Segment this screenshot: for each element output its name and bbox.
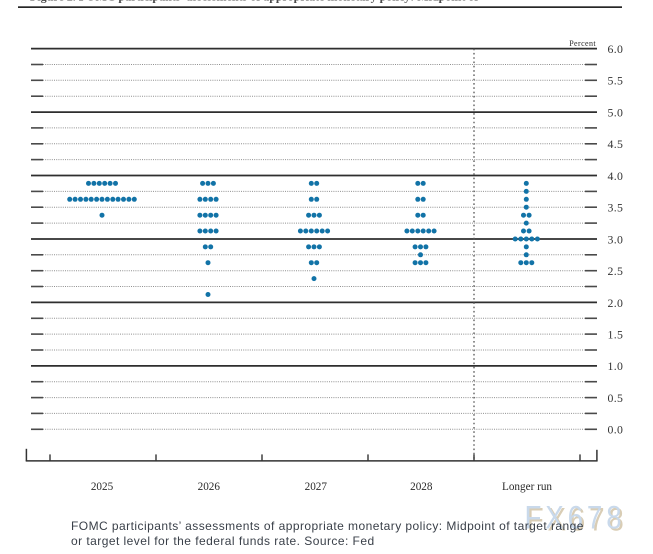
svg-text:3.5: 3.5 <box>608 201 624 215</box>
svg-text:5.5: 5.5 <box>608 74 624 88</box>
svg-text:2026: 2026 <box>198 481 221 493</box>
svg-text:FX678: FX678 <box>527 501 628 537</box>
svg-text:Longer run: Longer run <box>502 481 552 493</box>
svg-text:FOMC participants’ assessments: FOMC participants’ assessments of approp… <box>71 519 584 533</box>
svg-text:2028: 2028 <box>410 481 433 493</box>
svg-text:5.0: 5.0 <box>608 105 624 119</box>
svg-text:FX678: FX678 <box>525 499 626 535</box>
svg-text:2.0: 2.0 <box>608 296 624 310</box>
svg-text:or target level for the federa: or target level for the federal funds ra… <box>71 534 375 548</box>
svg-text:6.0: 6.0 <box>608 42 624 56</box>
svg-text:4.5: 4.5 <box>608 137 624 151</box>
svg-text:4.0: 4.0 <box>608 169 624 183</box>
svg-text:Percent: Percent <box>569 39 596 48</box>
svg-text:2025: 2025 <box>91 481 114 493</box>
svg-text:3.0: 3.0 <box>608 232 624 246</box>
svg-text:2.5: 2.5 <box>608 264 624 278</box>
svg-text:0.5: 0.5 <box>608 391 624 405</box>
svg-text:1.0: 1.0 <box>608 359 624 373</box>
svg-text:0.0: 0.0 <box>608 423 624 437</box>
svg-text:2027: 2027 <box>305 481 328 493</box>
svg-text:Figure 2. FOMC participants’ a: Figure 2. FOMC participants’ assessments… <box>30 0 479 4</box>
svg-text:1.5: 1.5 <box>608 328 624 342</box>
